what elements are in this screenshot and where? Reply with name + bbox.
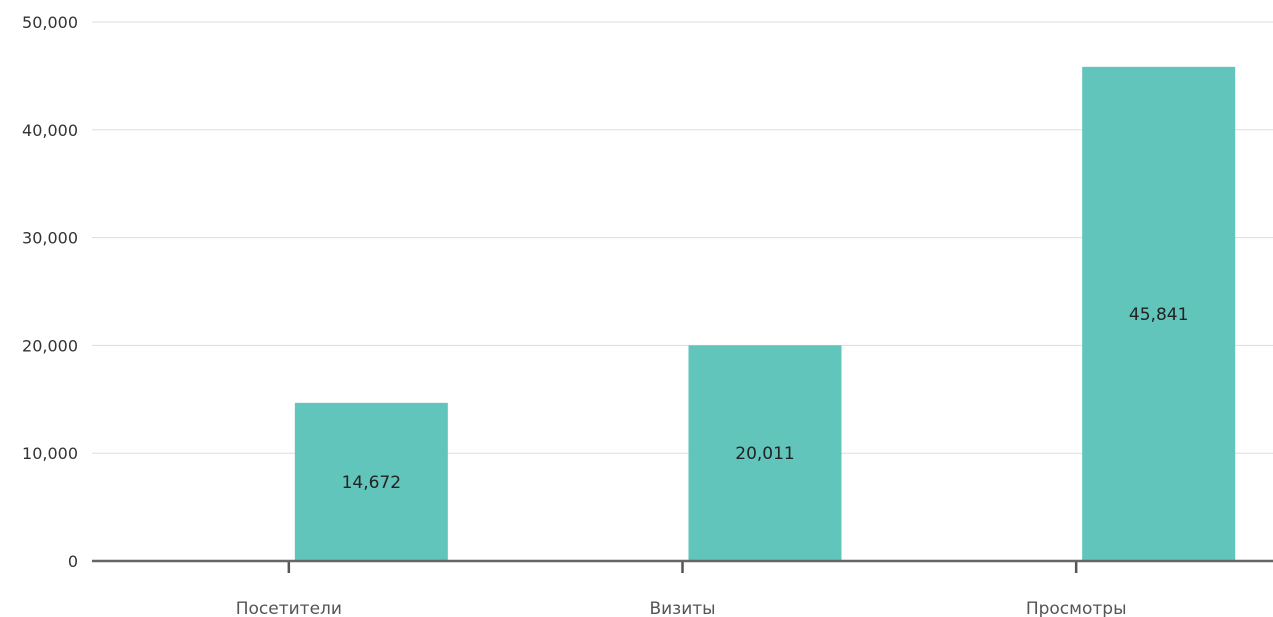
x-tick-label: Посетители: [236, 599, 342, 617]
bar-2: [688, 345, 842, 561]
data-label: 14,672: [342, 473, 401, 493]
labels: 0 10,000 20,000 30,000 40,000 50,000 Посетител…: [22, 13, 1188, 617]
y-tick-label: 40,000: [22, 121, 78, 140]
y-tick-label: 10,000: [22, 444, 78, 463]
y-tick-label: 30,000: [22, 229, 78, 248]
gridlines: [92, 21, 1273, 454]
y-tick-label: 20,000: [22, 336, 78, 355]
bar-3: [1082, 66, 1236, 562]
x-tick-label: Визиты: [649, 599, 715, 617]
bar-1: [294, 402, 448, 561]
y-tick-label: 50,000: [22, 13, 78, 32]
x-tick-label: Просмотры: [1026, 599, 1127, 617]
axes: [92, 559, 1273, 573]
bars: [294, 66, 1236, 562]
data-label: 45,841: [1129, 305, 1188, 325]
y-tick-label: 0: [68, 552, 78, 571]
data-label: 20,011: [735, 444, 794, 464]
